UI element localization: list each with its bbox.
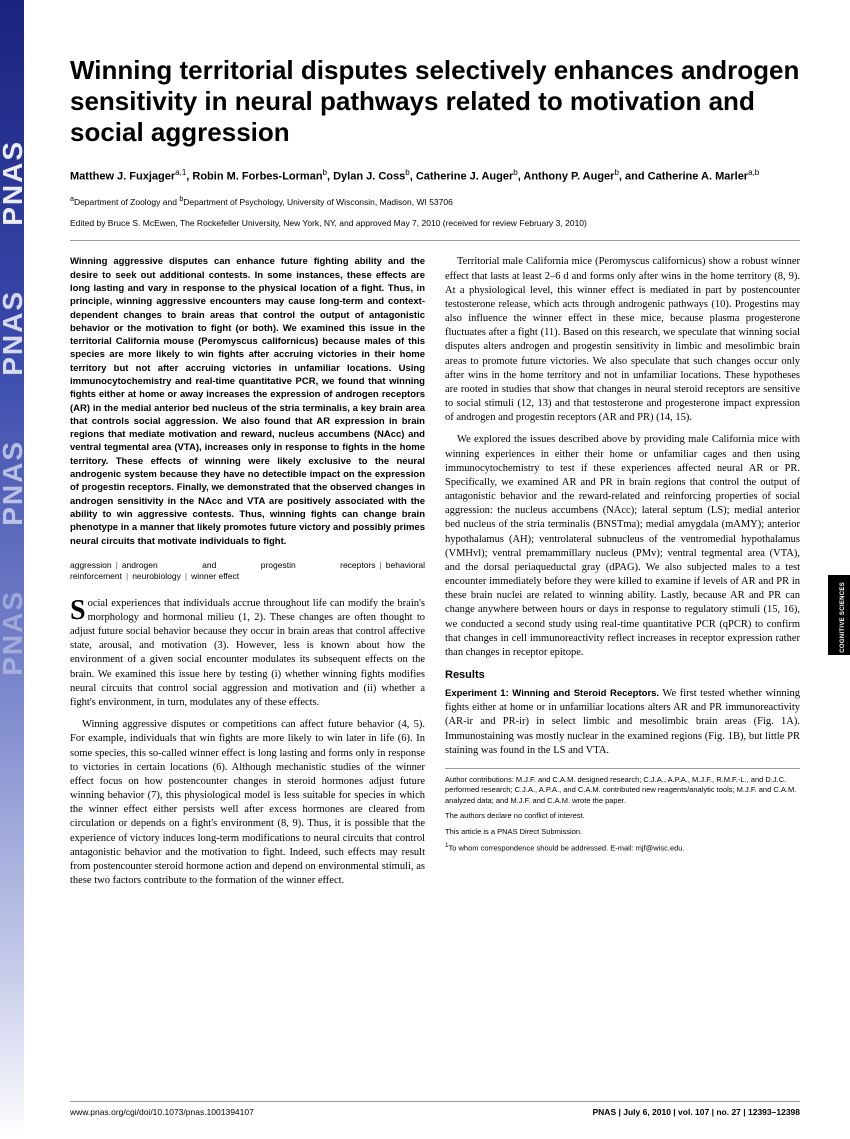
pnas-vertical-2: PNAS — [0, 290, 29, 376]
section-tab-label: PSYCHOLOGICAL AND COGNITIVE SCIENCES — [840, 582, 847, 726]
keyword: androgen and progestin receptors — [122, 560, 376, 570]
abstract: Winning aggressive disputes can enhance … — [70, 255, 425, 548]
footnote-conflict: The authors declare no conflict of inter… — [445, 811, 800, 822]
keyword: aggression — [70, 560, 112, 570]
para-4: We explored the issues described above b… — [445, 433, 800, 660]
affiliations: aDepartment of Zoology and bDepartment o… — [70, 195, 800, 209]
keywords: aggression|androgen and progestin recept… — [70, 560, 425, 583]
para-1: Social experiences that individuals accr… — [70, 597, 425, 710]
footnote-corresp: 1To whom correspondence should be addres… — [445, 842, 800, 854]
pnas-vertical-4: PNAS — [0, 590, 29, 676]
footer-doi: www.pnas.org/cgi/doi/10.1073/pnas.100139… — [70, 1107, 254, 1117]
footnote-direct: This article is a PNAS Direct Submission… — [445, 827, 800, 838]
pnas-vertical-1: PNAS — [0, 140, 29, 226]
exp1-head: Experiment 1: Winning and Steroid Recept… — [445, 688, 659, 699]
keyword: winner effect — [191, 571, 239, 581]
pnas-vertical-3: PNAS — [0, 440, 29, 526]
authors-line: Matthew J. Fuxjagera,1, Robin M. Forbes-… — [70, 167, 800, 185]
para-2: Winning aggressive disputes or competiti… — [70, 718, 425, 888]
results-heading: Results — [445, 668, 800, 683]
article-title: Winning territorial disputes selectively… — [70, 55, 800, 149]
footnotes: Author contributions: M.J.F. and C.A.M. … — [445, 768, 800, 855]
two-column-body: Winning aggressive disputes can enhance … — [70, 255, 800, 888]
para-3: Territorial male California mice (Peromy… — [445, 255, 800, 425]
footnote-contrib: Author contributions: M.J.F. and C.A.M. … — [445, 775, 800, 807]
page-content: Winning territorial disputes selectively… — [70, 55, 800, 888]
edited-line: Edited by Bruce S. McEwen, The Rockefell… — [70, 218, 800, 241]
keyword: neurobiology — [132, 571, 181, 581]
footer-citation: PNAS | July 6, 2010 | vol. 107 | no. 27 … — [593, 1107, 801, 1117]
page-footer: www.pnas.org/cgi/doi/10.1073/pnas.100139… — [70, 1101, 800, 1117]
exp1-para: Experiment 1: Winning and Steroid Recept… — [445, 687, 800, 758]
